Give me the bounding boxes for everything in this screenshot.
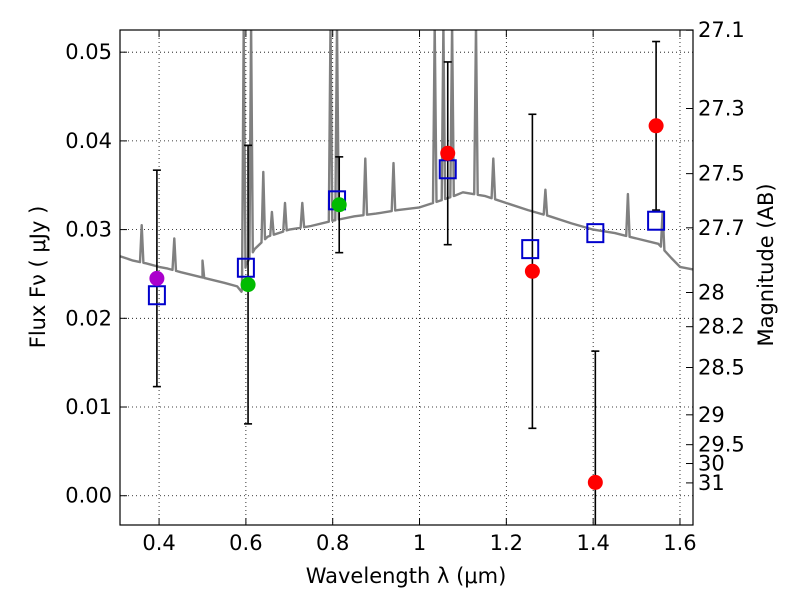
observed-point (240, 277, 256, 293)
y-tick-label: 0.03 (65, 218, 112, 242)
mag-tick-label: 31 (698, 471, 725, 495)
y-tick-label: 0.01 (65, 395, 112, 419)
observed-point (648, 118, 664, 134)
observed-point (440, 145, 456, 161)
mag-tick-label: 27.3 (698, 96, 745, 120)
y-tick-label: 0.00 (65, 484, 112, 508)
plot-background (120, 30, 693, 525)
x-tick-label: 0.4 (142, 531, 175, 555)
model-spectrum-line (120, 30, 693, 293)
observed-point (149, 270, 165, 286)
mag-tick-label: 27.7 (698, 216, 745, 240)
mag-tick-label: 30 (698, 452, 725, 476)
model-point (586, 223, 605, 244)
mag-tick-label: 27.5 (698, 162, 745, 186)
observed-point (331, 197, 347, 213)
mag-tick-label: 28 (698, 281, 725, 305)
model-point (236, 257, 255, 278)
mag-tick-label: 28.2 (698, 315, 745, 339)
x-tick-label: 1.6 (663, 531, 696, 555)
x-tick-label: 0.8 (316, 531, 349, 555)
x-tick-label: 1 (413, 531, 426, 555)
observed-point (587, 474, 603, 490)
mag-tick-label: 28.5 (698, 356, 745, 380)
plot-area (120, 30, 693, 525)
grid-lines (120, 30, 693, 525)
x-tick-label: 0.6 (229, 531, 262, 555)
y-tick-label: 0.05 (65, 40, 112, 64)
mag-tick-label: 29 (698, 403, 725, 427)
x-tick-label: 1.4 (576, 531, 609, 555)
model-point (521, 239, 540, 260)
mag-tick-label: 27.1 (698, 18, 745, 42)
y-tick-label: 0.04 (65, 129, 112, 153)
axis-ticks: 0.4 0.6 0.8 1 1.2 1.4 1.6 0.00 0.01 0.02 0.03 0.04 0… (65, 18, 745, 555)
y-axis-label: Flux Fν ( μJy ) (26, 206, 50, 349)
x-tick-label: 1.2 (490, 531, 523, 555)
observed-point (524, 263, 540, 279)
right-axis-label: Magnitude (AB) (754, 183, 778, 346)
y-tick-label: 0.02 (65, 306, 112, 330)
plot-frame (119, 29, 694, 526)
mag-tick-label: 29.5 (698, 433, 745, 457)
x-axis-label: Wavelength λ (μm) (306, 564, 507, 588)
model-point (647, 210, 666, 231)
model-point (147, 285, 166, 306)
